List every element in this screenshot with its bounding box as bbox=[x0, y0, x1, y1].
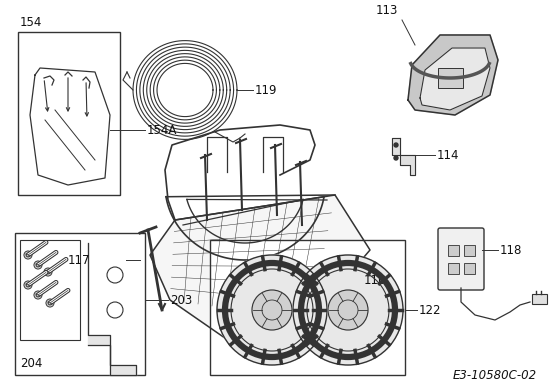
Circle shape bbox=[394, 156, 398, 160]
Circle shape bbox=[46, 299, 54, 307]
Circle shape bbox=[293, 255, 403, 365]
Text: 119: 119 bbox=[255, 84, 278, 96]
Circle shape bbox=[252, 290, 292, 330]
Circle shape bbox=[328, 290, 368, 330]
Text: 204: 204 bbox=[20, 357, 42, 370]
Text: E3-10580C-02: E3-10580C-02 bbox=[453, 369, 537, 382]
Text: 118: 118 bbox=[500, 244, 522, 256]
Bar bbox=[448, 245, 459, 256]
Polygon shape bbox=[88, 243, 136, 375]
Circle shape bbox=[44, 268, 52, 276]
Circle shape bbox=[34, 291, 42, 299]
Polygon shape bbox=[420, 48, 490, 110]
Polygon shape bbox=[392, 138, 415, 175]
Circle shape bbox=[34, 261, 42, 269]
Bar bbox=[210, 240, 405, 375]
Bar bbox=[464, 263, 475, 274]
Text: 117: 117 bbox=[68, 254, 91, 266]
Text: 154A: 154A bbox=[147, 123, 177, 137]
FancyBboxPatch shape bbox=[438, 228, 484, 290]
Text: 113: 113 bbox=[376, 4, 398, 17]
Bar bbox=[18, 32, 120, 195]
Polygon shape bbox=[408, 35, 498, 115]
Text: 122: 122 bbox=[419, 303, 442, 317]
Bar bbox=[15, 233, 145, 375]
Circle shape bbox=[24, 281, 32, 289]
Text: 154: 154 bbox=[20, 16, 42, 29]
Bar bbox=[448, 263, 459, 274]
Bar bbox=[438, 68, 463, 88]
Bar bbox=[20, 240, 80, 340]
Text: 116: 116 bbox=[364, 273, 387, 287]
Text: 203: 203 bbox=[170, 293, 192, 307]
Bar bbox=[464, 245, 475, 256]
Bar bbox=[532, 294, 547, 304]
Text: 114: 114 bbox=[437, 149, 459, 161]
Circle shape bbox=[217, 255, 327, 365]
Circle shape bbox=[394, 143, 398, 147]
Circle shape bbox=[24, 251, 32, 259]
Polygon shape bbox=[150, 195, 370, 345]
